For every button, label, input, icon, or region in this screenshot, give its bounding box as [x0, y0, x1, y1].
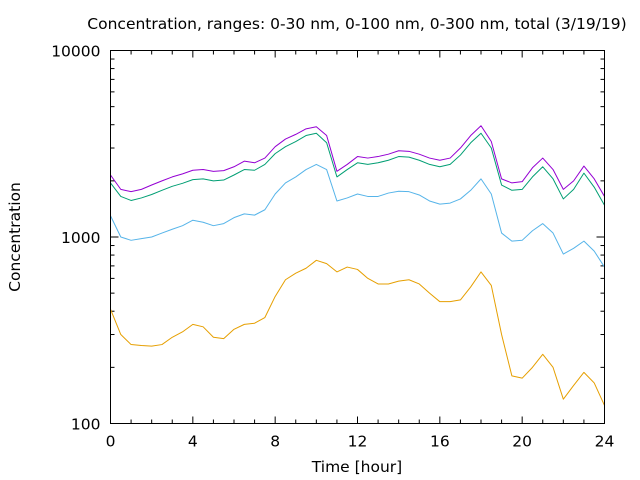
series-line-4 [110, 125, 605, 197]
x-tick-label: 16 [430, 433, 450, 451]
x-axis-label: Time [hour] [311, 458, 402, 476]
series-line-2 [110, 163, 605, 268]
x-tick-label: 0 [106, 433, 116, 451]
y-tick-label: 100 [71, 416, 101, 434]
axis-ticks: 0 4 8 12 16 20 24 100 1000 10000 [51, 43, 614, 451]
series-lines [110, 125, 605, 406]
series-line-3 [110, 132, 605, 206]
x-tick-label: 4 [188, 433, 198, 451]
plot-frame [110, 50, 605, 424]
chart-title: Concentration, ranges: 0-30 nm, 0-100 nm… [87, 15, 626, 33]
y-tick-label: 10000 [51, 43, 100, 61]
y-axis-label: Concentration [6, 182, 24, 292]
series-line-1 [110, 259, 605, 406]
x-tick-label: 20 [512, 433, 532, 451]
x-tick-label: 8 [270, 433, 280, 451]
x-tick-label: 24 [595, 433, 615, 451]
x-tick-label: 12 [348, 433, 368, 451]
y-tick-label: 1000 [61, 229, 100, 247]
